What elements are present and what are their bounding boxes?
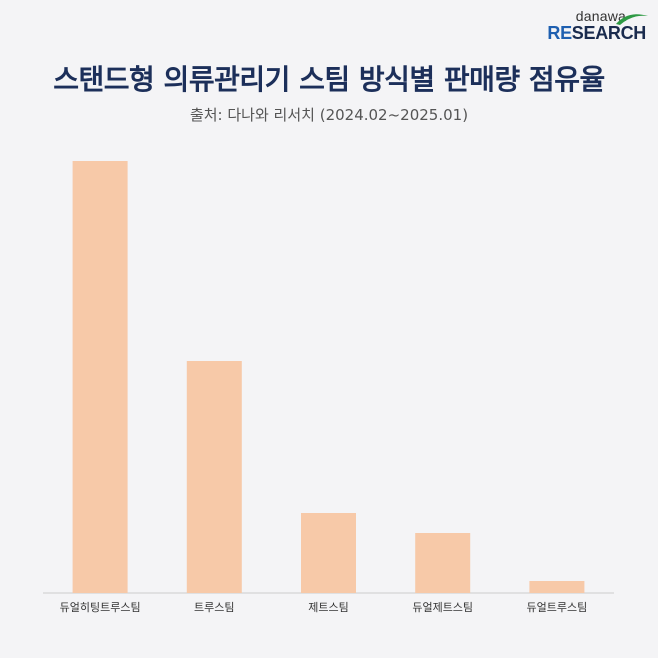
bar-5 <box>529 581 585 593</box>
x-tick-label: 트루스팀 <box>194 601 234 614</box>
x-tick-label: 듀얼트루스팀 <box>527 600 588 614</box>
logo-research-accent: RE <box>547 23 572 43</box>
x-tick-label: 듀얼히팅트루스팀 <box>60 600 141 614</box>
danawa-research-logo: danawa RESEARCH <box>546 8 648 44</box>
page-subtitle: 출처: 다나와 리서치 (2024.02~2025.01) <box>189 106 469 124</box>
x-tick-label: 듀얼제트스팀 <box>412 600 473 614</box>
page-title: 스탠드형 의류관리기 스팀 방식별 판매량 점유율 <box>53 63 605 96</box>
logo-danawa-text: danawa <box>575 8 626 24</box>
bar-2 <box>186 361 242 593</box>
bar-4 <box>415 533 471 593</box>
bar-3 <box>301 513 356 593</box>
bar-1 <box>72 161 128 593</box>
x-tick-label: 제트스팀 <box>308 601 348 614</box>
logo-research-rest: SEARCH <box>571 23 647 43</box>
logo-research-text: RESEARCH <box>547 23 646 44</box>
logo-swoosh-icon <box>616 14 648 25</box>
